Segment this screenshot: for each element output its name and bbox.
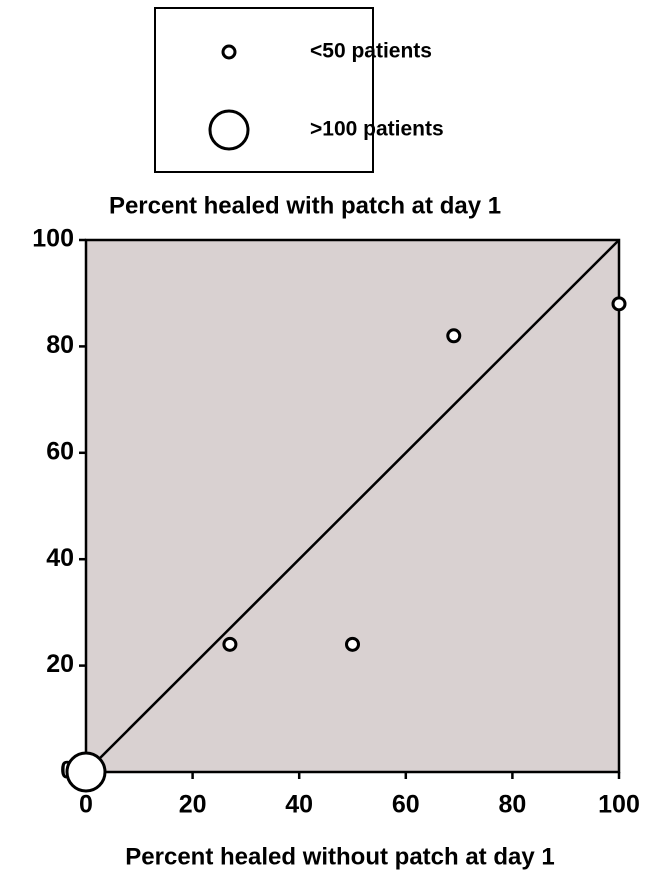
y-tick-label: 100 <box>32 225 74 253</box>
x-tick-label: 0 <box>79 791 93 819</box>
x-axis-title: Percent healed without patch at day 1 <box>125 843 554 870</box>
legend-marker <box>208 109 250 151</box>
x-tick-label: 20 <box>179 791 207 819</box>
point <box>345 636 360 652</box>
legend-box <box>154 7 374 173</box>
x-tick-label: 60 <box>392 791 420 819</box>
legend-marker <box>221 44 237 60</box>
y-tick-label: 80 <box>46 331 74 359</box>
y-axis-title: Percent healed with patch at day 1 <box>109 192 501 219</box>
point <box>222 636 238 652</box>
legend-label: <50 patients <box>310 40 432 63</box>
x-tick-label: 80 <box>498 791 526 819</box>
y-tick-label: 20 <box>46 650 74 678</box>
legend-label: >100 patients <box>310 118 444 141</box>
point <box>611 296 627 312</box>
y-tick-label: 40 <box>46 544 74 572</box>
x-tick-label: 100 <box>598 791 640 819</box>
point <box>446 328 462 344</box>
y-tick-label: 60 <box>46 437 74 465</box>
point <box>65 751 107 793</box>
x-tick-label: 40 <box>285 791 313 819</box>
identity-line <box>85 239 620 773</box>
